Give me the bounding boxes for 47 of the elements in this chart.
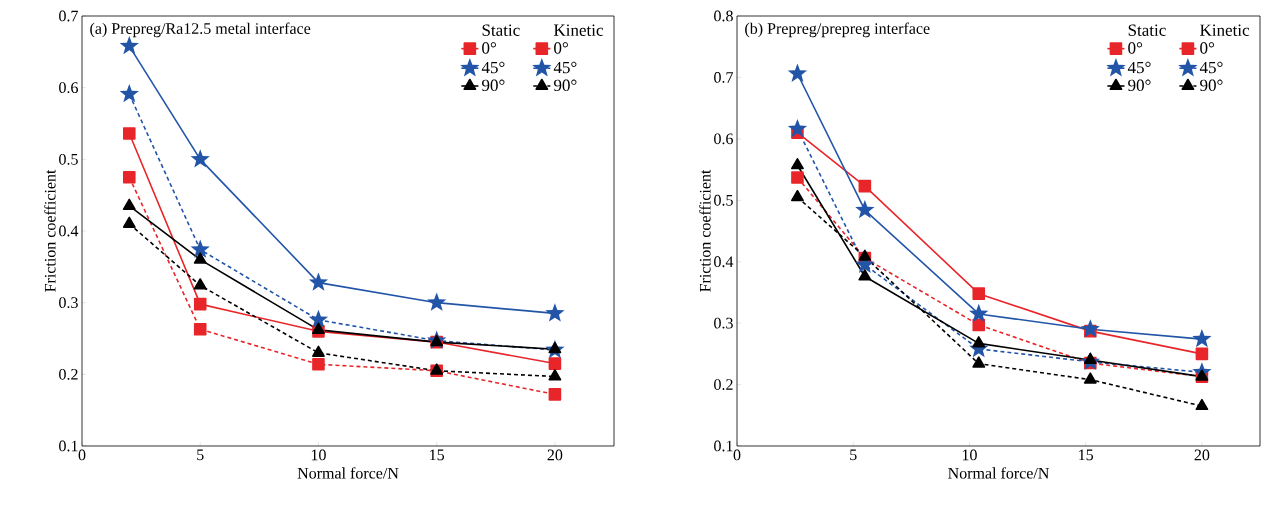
y-tick-label: 0.5 [714,194,733,206]
legend-label: 90° [1128,79,1151,92]
x-tick-label: 20 [547,449,563,461]
legend-label: 0° [554,42,568,54]
y-tick-label: 0.2 [714,379,733,390]
x-tick-label: 10 [311,449,326,461]
chart-title: (a) Prepreg/Ra12.5 metal interface [90,22,311,38]
y-tick-label: 0.6 [59,82,78,94]
legend-label: 45° [1127,61,1151,74]
x-tick-label: 15 [430,449,445,461]
annotation: Kinetic [1200,24,1250,36]
chart-title: (b) Prepreg/prepreg interface [745,22,930,38]
x-tick-label: 0 [78,449,86,461]
x-tick-label: 0 [733,449,741,461]
y-tick-label: 0.2 [59,368,78,380]
legend-label: 45° [481,61,505,74]
y-tick-label: 0.3 [59,297,78,309]
y-tick-label: 0.8 [714,10,733,22]
y-tick-label: 0.7 [59,10,79,22]
legend-label: 90° [1200,79,1223,92]
x-axis-title: Normal force/N [948,467,1050,479]
y-tick-label: 0.7 [714,72,734,83]
y-tick-label: 0.6 [714,133,733,145]
y-axis-title: Friction coefficient [699,169,711,292]
legend-label: 0° [1200,42,1215,54]
annotation: Kinetic [553,24,603,36]
y-tick-label: 0.4 [59,225,79,237]
x-tick-label: 5 [197,449,204,461]
legend-label: 0° [1128,42,1143,54]
legend-label: 45° [1199,61,1223,74]
y-tick-label: 0.5 [59,153,78,165]
y-axis-title: Friction coefficient [44,169,56,292]
y-tick-label: 0.4 [714,256,734,268]
annotation: Static [482,24,520,36]
annotation: Static [1128,24,1166,36]
x-axis-title: Normal force/N [297,467,399,479]
legend-label: 45° [553,61,577,74]
x-tick-label: 5 [850,449,857,461]
y-tick-label: 0.1 [714,440,733,452]
x-tick-label: 15 [1079,449,1094,461]
x-tick-label: 20 [1194,449,1210,461]
legend-label: 90° [482,79,505,92]
legend-label: 90° [554,79,577,92]
y-tick-label: 0.3 [714,317,733,329]
legend-label: 0° [482,42,496,54]
x-tick-label: 10 [962,449,977,461]
y-tick-label: 0.1 [59,440,78,452]
